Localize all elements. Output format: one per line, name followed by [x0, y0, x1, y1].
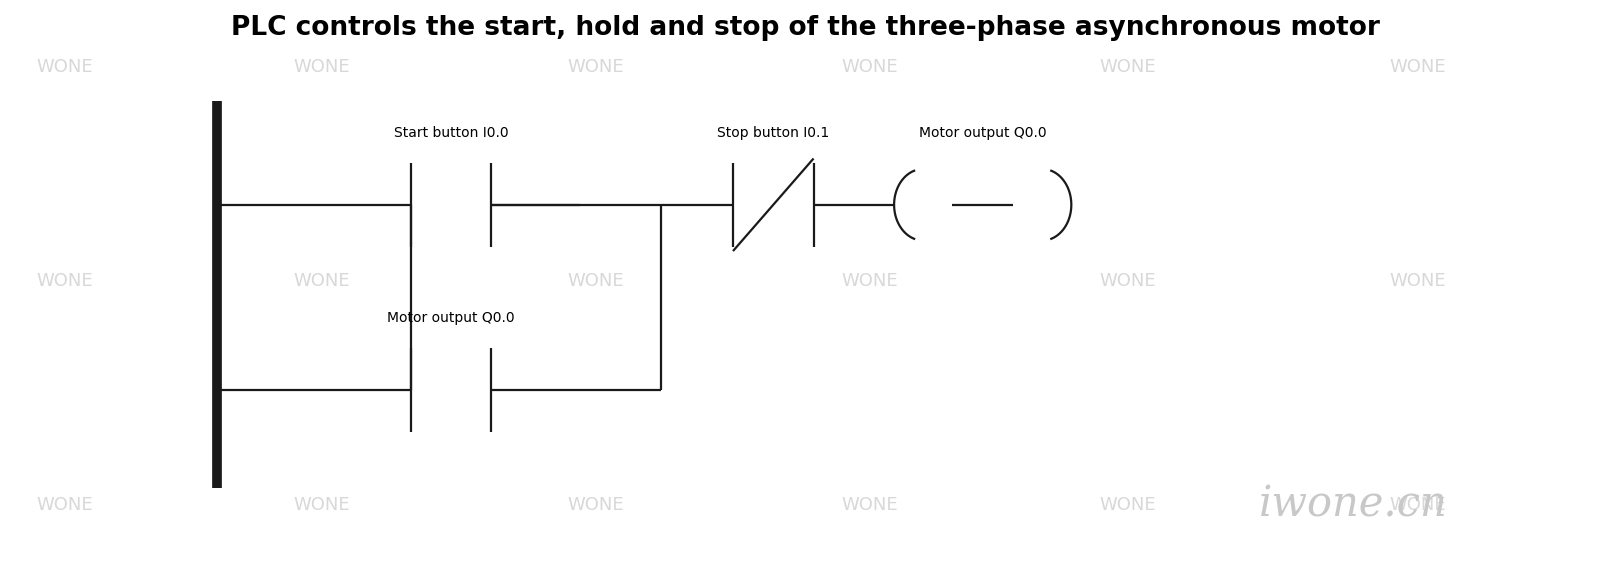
Text: Motor output Q0.0: Motor output Q0.0	[918, 126, 1047, 140]
Text: WONE: WONE	[35, 272, 93, 289]
Text: WONE: WONE	[1389, 272, 1447, 289]
Text: PLC controls the start, hold and stop of the three-phase asynchronous motor: PLC controls the start, hold and stop of…	[230, 15, 1381, 41]
Text: WONE: WONE	[1389, 58, 1447, 76]
Text: WONE: WONE	[567, 496, 625, 514]
Text: WONE: WONE	[35, 496, 93, 514]
Text: WONE: WONE	[35, 58, 93, 76]
Text: Motor output Q0.0: Motor output Q0.0	[387, 311, 516, 325]
Text: WONE: WONE	[1389, 496, 1447, 514]
Text: WONE: WONE	[567, 272, 625, 289]
Text: WONE: WONE	[841, 496, 899, 514]
Text: iwone.cn: iwone.cn	[1258, 484, 1448, 526]
Text: WONE: WONE	[1099, 496, 1157, 514]
Text: WONE: WONE	[293, 272, 351, 289]
Text: WONE: WONE	[841, 58, 899, 76]
Text: Start button I0.0: Start button I0.0	[393, 126, 509, 140]
Text: WONE: WONE	[293, 58, 351, 76]
Text: WONE: WONE	[841, 272, 899, 289]
Text: WONE: WONE	[567, 58, 625, 76]
Text: WONE: WONE	[1099, 58, 1157, 76]
Text: WONE: WONE	[1099, 272, 1157, 289]
Text: Stop button I0.1: Stop button I0.1	[717, 126, 830, 140]
Text: WONE: WONE	[293, 496, 351, 514]
